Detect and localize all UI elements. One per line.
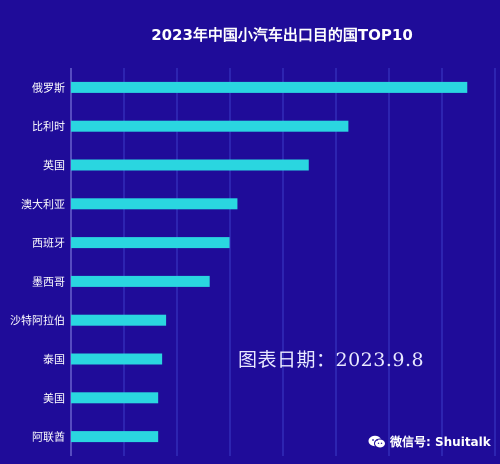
bar (71, 353, 163, 365)
bars (71, 81, 468, 443)
bar (71, 392, 159, 404)
category-label: 墨西哥 (32, 275, 65, 288)
category-label: 比利时 (32, 120, 65, 133)
bar (71, 431, 159, 443)
bar (71, 275, 210, 287)
category-label: 俄罗斯 (32, 81, 65, 94)
category-label: 沙特阿拉伯 (10, 313, 65, 327)
category-label: 阿联酋 (32, 430, 65, 444)
category-label: 泰国 (43, 352, 65, 366)
bar (71, 314, 167, 326)
chart-title: 2023年中国小汽车出口目的国TOP10 (151, 26, 413, 44)
category-label: 美国 (43, 392, 65, 405)
bar (71, 120, 349, 132)
grid-lines (70, 68, 496, 456)
bar (71, 237, 230, 249)
watermark: 微信号: Shuitalk (368, 433, 491, 450)
bar (71, 81, 468, 93)
wechat-icon (368, 435, 386, 448)
category-label: 英国 (43, 158, 65, 172)
category-label: 西班牙 (32, 237, 65, 250)
watermark-text: 微信号: Shuitalk (390, 435, 491, 449)
bar (71, 198, 238, 210)
category-label: 澳大利亚 (21, 197, 65, 211)
bar (71, 159, 309, 171)
chart-date-note: 图表日期：2023.9.8 (238, 349, 425, 371)
